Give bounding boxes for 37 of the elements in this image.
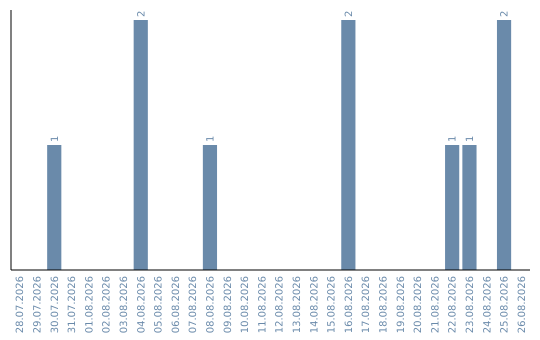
x-tick-label: 16.08.2026 xyxy=(344,276,355,334)
x-tick-label: 28.07.2026 xyxy=(15,276,26,334)
x-tick-label: 31.07.2026 xyxy=(67,276,78,334)
x-tick-label: 18.08.2026 xyxy=(378,276,390,334)
data-label: 2 xyxy=(500,10,511,17)
x-tick-label: 08.08.2026 xyxy=(205,276,216,334)
x-tick-label: 01.08.2026 xyxy=(84,276,96,334)
data-label: 1 xyxy=(50,136,61,142)
x-tick-label: 06.08.2026 xyxy=(170,276,182,334)
x-tick-label: 02.08.2026 xyxy=(102,276,113,334)
x-tick-label: 19.08.2026 xyxy=(396,276,407,334)
x-tick-label: 04.08.2026 xyxy=(136,276,148,334)
data-label: 1 xyxy=(448,136,459,142)
data-label: 1 xyxy=(205,136,216,142)
data-label: 2 xyxy=(136,10,148,17)
x-tick-label: 11.08.2026 xyxy=(257,276,268,334)
x-tick-label: 24.08.2026 xyxy=(482,276,494,334)
x-tick-label: 05.08.2026 xyxy=(154,276,165,334)
x-tick-label: 22.08.2026 xyxy=(448,276,459,334)
x-tick-label: 15.08.2026 xyxy=(326,276,338,334)
x-tick-label: 12.08.2026 xyxy=(274,276,286,334)
x-tick-label: 17.08.2026 xyxy=(361,276,372,334)
x-tick-label: 13.08.2026 xyxy=(292,276,303,334)
x-tick-label: 23.08.2026 xyxy=(464,276,476,334)
data-label: 1 xyxy=(464,136,476,142)
x-tick-label: 26.08.2026 xyxy=(516,276,528,334)
x-tick-label: 14.08.2026 xyxy=(309,276,320,334)
x-tick-label: 30.07.2026 xyxy=(50,276,61,334)
x-tick-label: 21.08.2026 xyxy=(430,276,442,334)
x-tick-label: 20.08.2026 xyxy=(413,276,424,334)
data-label: 2 xyxy=(344,10,355,17)
x-tick-label: 10.08.2026 xyxy=(240,276,252,334)
x-tick-label: 07.08.2026 xyxy=(188,276,200,334)
x-tick-label: 29.07.2026 xyxy=(32,276,44,334)
x-tick-label: 09.08.2026 xyxy=(222,276,234,334)
x-tick-label: 03.08.2026 xyxy=(118,276,130,334)
x-tick-label: 25.08.2026 xyxy=(500,276,511,334)
